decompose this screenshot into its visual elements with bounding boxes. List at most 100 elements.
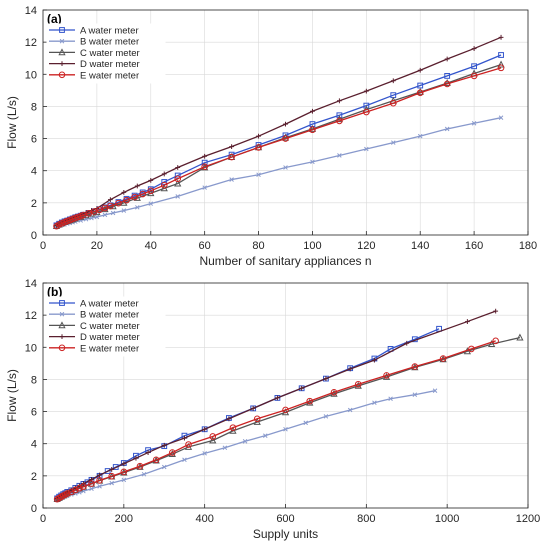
- data-point: [306, 397, 314, 405]
- data-point: [89, 486, 94, 491]
- legend-label: A water meter: [80, 26, 139, 37]
- data-point: [109, 467, 115, 472]
- y-axis-label: Flow (L/s): [5, 96, 19, 149]
- data-point: [275, 395, 280, 401]
- data-point: [497, 64, 505, 72]
- y-tick-label: 6: [31, 407, 37, 419]
- data-point: [498, 52, 504, 58]
- data-point: [417, 67, 423, 73]
- data-point: [492, 337, 499, 345]
- legend-marker: [58, 344, 66, 352]
- data-point: [160, 181, 168, 189]
- data-point: [209, 436, 217, 444]
- data-point: [250, 405, 256, 411]
- data-point: [174, 175, 182, 183]
- data-point: [120, 468, 128, 476]
- series-e-water-meter: [53, 64, 505, 230]
- data-point: [306, 398, 314, 406]
- data-point: [283, 426, 288, 432]
- x-tick-label: 800: [357, 513, 375, 525]
- data-point: [471, 63, 478, 70]
- legend-label: B water meter: [80, 37, 139, 48]
- data-point: [185, 441, 192, 448]
- legend-entry: C water meter: [49, 321, 140, 332]
- data-point: [372, 400, 377, 406]
- data-point: [323, 414, 329, 419]
- data-point: [222, 445, 228, 451]
- data-point: [229, 144, 235, 150]
- data-point: [256, 133, 261, 139]
- legend-entry: A water meter: [49, 299, 139, 310]
- series-e-water-meter: [53, 337, 499, 503]
- data-point: [444, 56, 450, 62]
- x-tick-label: 140: [411, 240, 429, 252]
- data-point: [283, 121, 288, 127]
- legend-label: A water meter: [80, 299, 139, 310]
- legend-marker: [58, 71, 66, 79]
- data-point: [498, 115, 504, 120]
- data-point: [354, 381, 362, 389]
- x-tick-label: 160: [465, 240, 483, 252]
- data-point: [444, 126, 450, 132]
- data-point: [96, 477, 103, 484]
- legend-marker: [59, 27, 65, 33]
- y-tick-label: 2: [31, 198, 37, 210]
- series-line: [56, 340, 496, 500]
- data-point: [67, 488, 75, 496]
- data-point: [139, 190, 146, 198]
- data-point: [229, 424, 237, 431]
- data-point: [411, 363, 419, 370]
- data-point: [417, 133, 423, 139]
- data-point: [516, 333, 524, 341]
- data-point: [141, 471, 147, 477]
- x-axis-label: Supply units: [253, 527, 318, 541]
- y-tick-label: 12: [25, 37, 37, 49]
- data-point: [161, 442, 167, 448]
- data-point: [133, 193, 141, 201]
- data-point: [390, 78, 396, 84]
- data-point: [364, 146, 369, 152]
- data-point: [115, 199, 122, 207]
- data-point: [443, 80, 451, 88]
- x-tick-label: 40: [145, 240, 157, 252]
- data-point: [347, 407, 353, 413]
- data-point: [148, 177, 154, 183]
- axes-box: [42, 9, 529, 236]
- data-point: [123, 196, 130, 204]
- data-point: [299, 385, 305, 391]
- legend-marker: [58, 321, 66, 329]
- data-point: [89, 215, 94, 221]
- data-point: [135, 205, 140, 210]
- legend-label: E water meter: [80, 343, 139, 354]
- x-tick-label: 1000: [435, 513, 459, 525]
- x-tick-label: 1200: [516, 513, 540, 525]
- data-point: [310, 108, 315, 114]
- data-point: [161, 464, 167, 470]
- legend-entry: B water meter: [49, 37, 139, 48]
- legend-label: C water meter: [80, 321, 140, 332]
- data-point: [209, 433, 217, 440]
- x-tick-label: 200: [115, 513, 133, 525]
- data-point: [229, 177, 234, 182]
- data-point: [145, 450, 151, 455]
- y-tick-label: 14: [25, 5, 37, 17]
- y-tick-label: 10: [25, 69, 37, 81]
- data-point: [404, 340, 410, 346]
- data-point: [102, 212, 108, 218]
- data-point: [464, 319, 470, 324]
- data-point: [94, 214, 100, 220]
- legend-entry: E water meter: [49, 343, 139, 354]
- data-point: [182, 435, 187, 441]
- data-point: [283, 165, 288, 170]
- x-tick-label: 60: [199, 240, 211, 252]
- data-point: [107, 197, 113, 203]
- legend-label: C water meter: [80, 48, 140, 59]
- y-tick-label: 10: [25, 342, 37, 354]
- x-tick-label: 180: [519, 240, 537, 252]
- data-point: [303, 420, 308, 426]
- data-point: [121, 190, 127, 195]
- y-tick-label: 6: [31, 134, 37, 146]
- data-point: [498, 34, 504, 40]
